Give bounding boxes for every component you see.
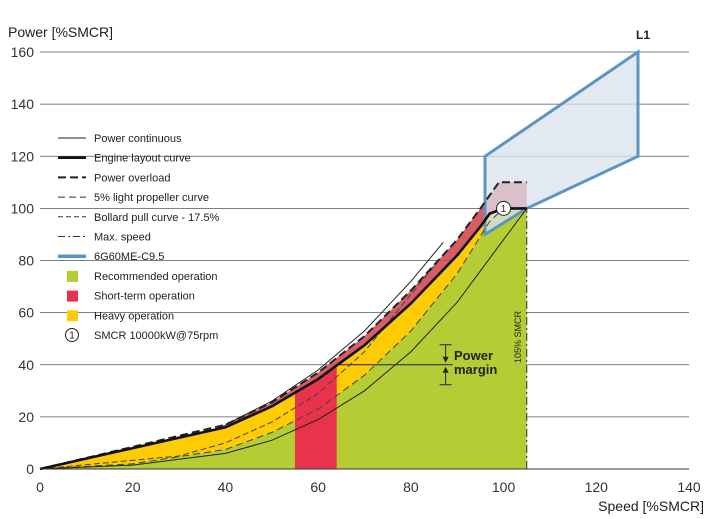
- legend-label: Engine layout curve: [94, 153, 191, 165]
- legend-label: Bollard pull curve - 17.5%: [94, 212, 220, 224]
- legend-item: Bollard pull curve - 17.5%: [58, 212, 220, 224]
- legend-label: SMCR 10000kW@75rpm: [94, 330, 218, 342]
- legend-label: Short-term operation: [94, 291, 195, 303]
- legend-item: Power continuous: [58, 133, 182, 145]
- x-tick-label: 40: [218, 479, 234, 495]
- propeller-curve: [39, 208, 528, 470]
- engine-layout-curve: [39, 207, 527, 471]
- y-tick-label: 0: [26, 461, 34, 477]
- legend-swatch: [67, 310, 78, 322]
- legend-item: Max. speed: [58, 232, 151, 244]
- l1-label: L1: [636, 28, 650, 42]
- engine-layout-box: [483, 49, 640, 238]
- bollard-pull-curve: [39, 260, 440, 470]
- smcr-point-marker: 1: [496, 200, 512, 216]
- legend-item: Recommended operation: [67, 270, 218, 283]
- legend-item: 1 SMCR 10000kW@75rpm: [65, 328, 218, 342]
- arrow-head: [442, 366, 449, 373]
- legend-label: Max. speed: [94, 232, 151, 244]
- legend-label: Power overload: [94, 172, 170, 184]
- x-tick-label: 80: [403, 479, 419, 495]
- arrow-head: [442, 356, 449, 363]
- heavy-operation-area: [40, 208, 504, 469]
- y-axis-title: Power [%SMCR]: [8, 24, 113, 40]
- legend-label: Recommended operation: [94, 271, 218, 283]
- x-tick-label: 120: [585, 479, 609, 495]
- x-tick-label: 0: [36, 479, 44, 495]
- legend-swatch: [67, 270, 78, 282]
- power-margin-label-1: Power: [454, 348, 493, 363]
- power-overload-curve: [39, 181, 527, 470]
- legend-marker: [65, 328, 79, 342]
- x-tick-label: 20: [125, 479, 141, 495]
- legend-label: Power continuous: [94, 133, 182, 145]
- legend-item: 5% light propeller curve: [58, 192, 209, 204]
- x-tick-label: 100: [492, 479, 516, 495]
- y-tick-label: 40: [18, 357, 34, 373]
- legend-label: 6G60ME-C9.5: [94, 251, 164, 263]
- legend-item: Heavy operation: [67, 310, 174, 322]
- legend-item: 6G60ME-C9.5: [58, 251, 164, 263]
- max-speed-label: 105% SMCR: [513, 310, 523, 363]
- y-tick-label: 120: [11, 148, 35, 164]
- y-tick-label: 100: [11, 200, 35, 216]
- legend-label: 5% light propeller curve: [94, 192, 209, 204]
- legend: Power continuous Engine layout curve Power…: [58, 133, 220, 342]
- legend-item: Short-term operation: [67, 290, 195, 303]
- power-margin-arrows: [439, 344, 452, 386]
- x-axis-title: Speed [%SMCR]: [598, 498, 704, 514]
- legend-item: Power overload: [58, 172, 170, 184]
- y-tick-label: 20: [18, 409, 34, 425]
- short-term-operation-area: [294, 365, 337, 469]
- x-tick-label: 140: [677, 479, 701, 495]
- power-margin-label-2: margin: [454, 362, 497, 377]
- y-tick-label: 60: [18, 305, 34, 321]
- x-tick-label: 60: [310, 479, 326, 495]
- y-tick-label: 160: [11, 44, 35, 60]
- legend-label: Heavy operation: [94, 310, 174, 322]
- legend-marker-label: 1: [69, 331, 75, 342]
- legend-swatch: [67, 290, 78, 302]
- y-tick-label: 140: [11, 96, 35, 112]
- legend-item: Engine layout curve: [58, 153, 191, 165]
- grid-lines: [40, 51, 689, 418]
- svg-text:1: 1: [501, 204, 507, 215]
- x-tick-labels: 0 20 40 60 80 100 120 140: [36, 479, 701, 495]
- y-tick-labels: 0 20 40 60 80 100 120 140 160: [11, 44, 35, 477]
- recommended-operation-area: [40, 208, 527, 469]
- y-tick-label: 80: [18, 253, 34, 269]
